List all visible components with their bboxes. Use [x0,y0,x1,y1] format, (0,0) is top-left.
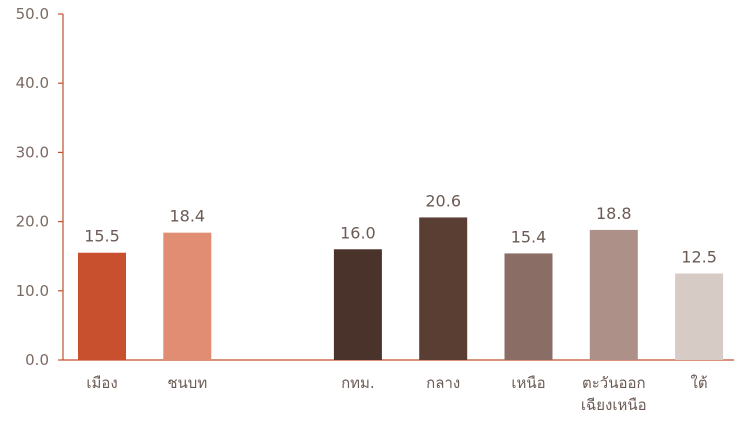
bar [163,232,212,360]
category-label: ใต้ [691,374,708,392]
data-label: 16.0 [340,223,376,242]
category-label: ชนบท [167,374,207,392]
bar [78,252,126,360]
y-tick-label: 50.0 [16,5,49,23]
bar [675,273,724,360]
category-label: เฉียงเหนือ [581,396,647,414]
bar [333,249,382,360]
data-label: 12.5 [681,248,717,267]
y-tick-label: 30.0 [16,143,49,161]
y-tick-label: 10.0 [16,282,49,300]
y-ticks: 0.0 10.0 20.0 30.0 40.0 50.0 [16,5,63,369]
category-label: กลาง [426,374,460,392]
y-tick-label: 20.0 [16,213,49,231]
y-tick-label: 0.0 [25,351,49,369]
bars [78,217,724,360]
data-label: 20.6 [425,191,461,210]
data-label: 15.4 [511,227,547,246]
bar [504,253,553,360]
bar [419,217,468,360]
category-label: ตะวันออก [582,374,646,392]
y-tick-label: 40.0 [16,74,49,92]
category-label: เมือง [86,374,117,392]
category-label: เหนือ [511,374,545,392]
data-label: 18.8 [596,204,632,223]
bar [589,229,638,360]
category-label: กทม. [341,374,375,392]
data-label: 15.5 [84,227,120,246]
data-label: 18.4 [169,207,205,226]
labels: 15.5 เมือง 18.4 ชนบท 16.0 กทม. 20.6 กลาง 15.4 เหน… [84,191,717,414]
